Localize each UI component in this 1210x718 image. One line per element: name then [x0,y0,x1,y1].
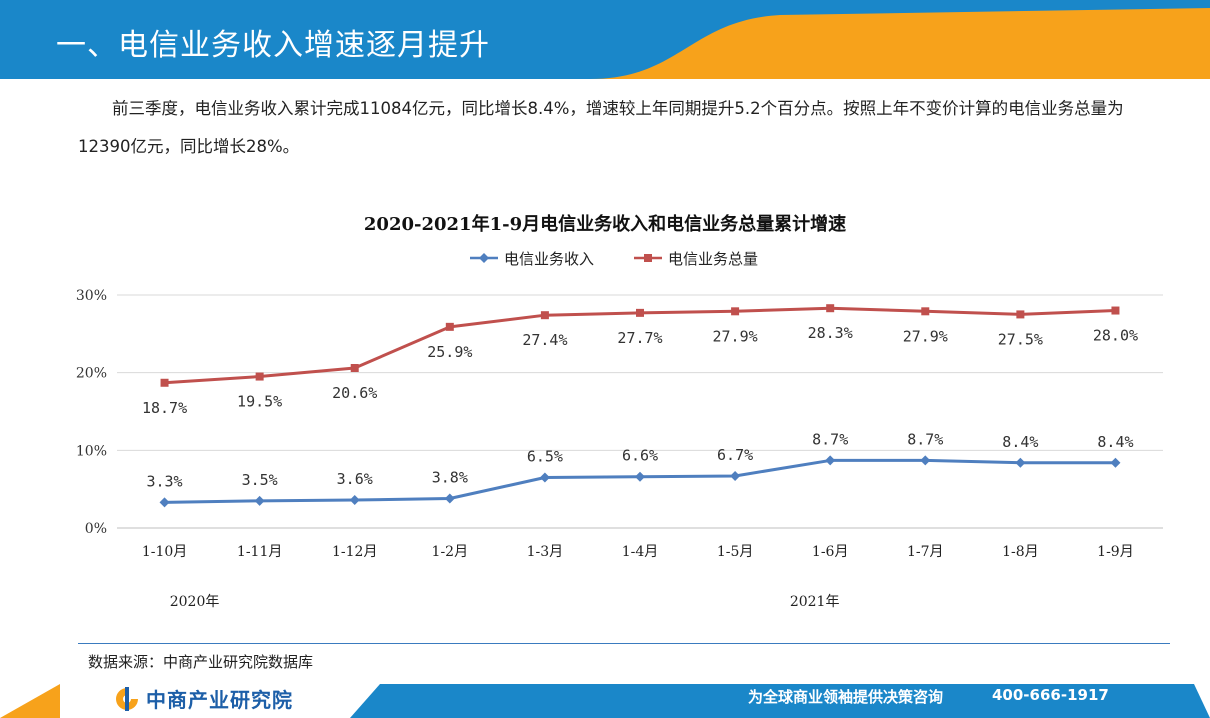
data-label: 6.5% [527,448,563,466]
data-point [636,308,644,317]
x-tick-label: 1-6月 [812,544,849,560]
x-tick-label: 1-10月 [142,544,187,560]
data-label: 28.3% [808,324,853,342]
x-tick-label: 1-7月 [907,544,944,560]
y-tick-label: 0% [85,521,107,537]
data-point [254,495,265,506]
data-point [350,364,359,373]
logo-icon [116,686,138,711]
page-title: 一、电信业务收入增速逐月提升 [56,28,490,63]
data-point [349,495,360,506]
page-header: 一、电信业务收入增速逐月提升 [0,0,1210,79]
x-tick-label: 1-4月 [622,544,659,560]
data-point [730,470,741,481]
data-label: 8.4% [1097,433,1133,451]
data-point [921,307,930,316]
x-tick-label: 1-9月 [1097,544,1134,560]
chart-title: 2020-2021年1-9月电信业务收入和电信业务总量累计增速 [363,214,847,235]
data-point [159,497,170,508]
data-point [635,471,645,482]
y-tick-label: 30% [76,288,107,304]
footer-phone: 400-666-1917 [992,686,1109,704]
y-tick-label: 10% [76,443,107,459]
legend-marker [479,253,489,263]
data-point [255,372,264,381]
company-logo: 中商产业研究院 [112,684,293,713]
data-label: 27.9% [903,327,948,345]
logo-text: 中商产业研究院 [146,688,293,712]
data-source: 数据来源：中商产业研究院数据库 [88,653,314,671]
x-tick-label: 1-12月 [332,544,377,560]
header-background [0,0,1210,79]
x-tick-label: 1-5月 [717,544,754,560]
year-group-label: 2021年 [790,594,840,610]
line-chart: 0% 10% 20% 30% 1-10月 1-11月 1-12月 1-2月 1-3月 1-4月 1-… [76,250,1163,610]
x-tick-label: 1-8月 [1002,544,1039,560]
data-label: 27.4% [522,331,567,349]
data-point [444,493,455,504]
data-label: 8.7% [812,430,848,448]
x-tick-label: 1-3月 [527,544,564,560]
data-label: 25.9% [427,343,472,361]
data-point [539,472,550,483]
data-label: 20.6% [332,384,377,402]
legend-label: 电信业务收入 [504,250,594,268]
data-point [826,304,835,313]
data-point [1111,306,1120,315]
data-label: 3.6% [337,470,373,488]
data-label: 27.9% [713,327,758,345]
legend-label: 电信业务总量 [668,250,758,268]
footer-slogan: 为全球商业领袖提供决策咨询 [748,688,944,706]
source-divider [78,643,1170,644]
y-tick-label: 20% [76,366,107,382]
chart-area: 2020-2021年1-9月电信业务收入和电信业务总量累计增速 0% 10% 20%… [0,190,1210,620]
data-label: 3.3% [146,472,182,490]
data-label: 28.0% [1093,327,1138,345]
data-label: 19.5% [237,393,282,411]
data-label: 3.8% [432,468,468,486]
x-tick-label: 1-11月 [237,544,282,560]
page-footer [0,682,1210,718]
data-label: 27.5% [998,330,1043,348]
data-label: 18.7% [142,399,187,417]
data-label: 6.6% [622,447,658,465]
data-point [1016,310,1025,319]
data-point [1110,457,1121,468]
data-point [920,455,931,466]
data-label: 8.7% [907,430,943,448]
data-label: 6.7% [717,446,753,464]
data-point [731,307,740,316]
data-point [540,311,549,320]
data-label: 27.7% [617,329,662,347]
x-tick-label: 1-2月 [432,544,469,560]
data-label: 3.5% [242,471,278,489]
data-label: 8.4% [1002,433,1038,451]
data-point [1015,457,1026,468]
year-group-label: 2020年 [170,594,220,610]
footer-background [0,684,1210,718]
data-point [160,378,169,387]
legend-marker [644,254,652,262]
data-point [825,455,836,466]
data-point [445,322,454,331]
intro-paragraph: 前三季度，电信业务收入累计完成11084亿元，同比增长8.4%，增速较上年同期提… [78,99,1124,156]
